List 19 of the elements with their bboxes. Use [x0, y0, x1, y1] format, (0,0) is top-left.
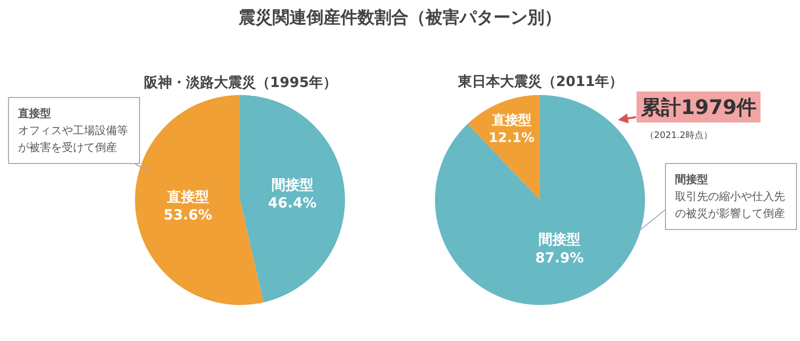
text: 累計1979件	[640, 95, 757, 119]
text: 直接型	[18, 106, 52, 122]
chart-title: 東日本大震災（2011年）	[457, 74, 623, 90]
slice-label: 直接型	[166, 188, 209, 206]
text: 震災関連倒産件数割合（被害パターン別）	[238, 7, 562, 29]
slice-label: 間接型	[538, 231, 580, 248]
chart-title: 阪神・淡路大震災（1995年）	[144, 74, 337, 91]
pie-slice	[240, 95, 345, 302]
text: オフィスや工場設備等が被害を受けて倒産	[18, 123, 129, 156]
data-label: 46.4%	[268, 196, 317, 212]
text: （2021.2時点）	[645, 130, 712, 141]
data-label: 12.1%	[488, 130, 535, 146]
slice-label: 間接型	[271, 176, 314, 194]
data-label: 53.6%	[164, 208, 212, 224]
text: 取引先の縮小や仕入先の被災が影響して倒産	[675, 189, 786, 222]
pie-slice	[135, 95, 264, 305]
text: 間接型	[675, 172, 709, 188]
slice-label: 直接型	[491, 112, 532, 129]
data-label: 87.9%	[535, 250, 584, 266]
